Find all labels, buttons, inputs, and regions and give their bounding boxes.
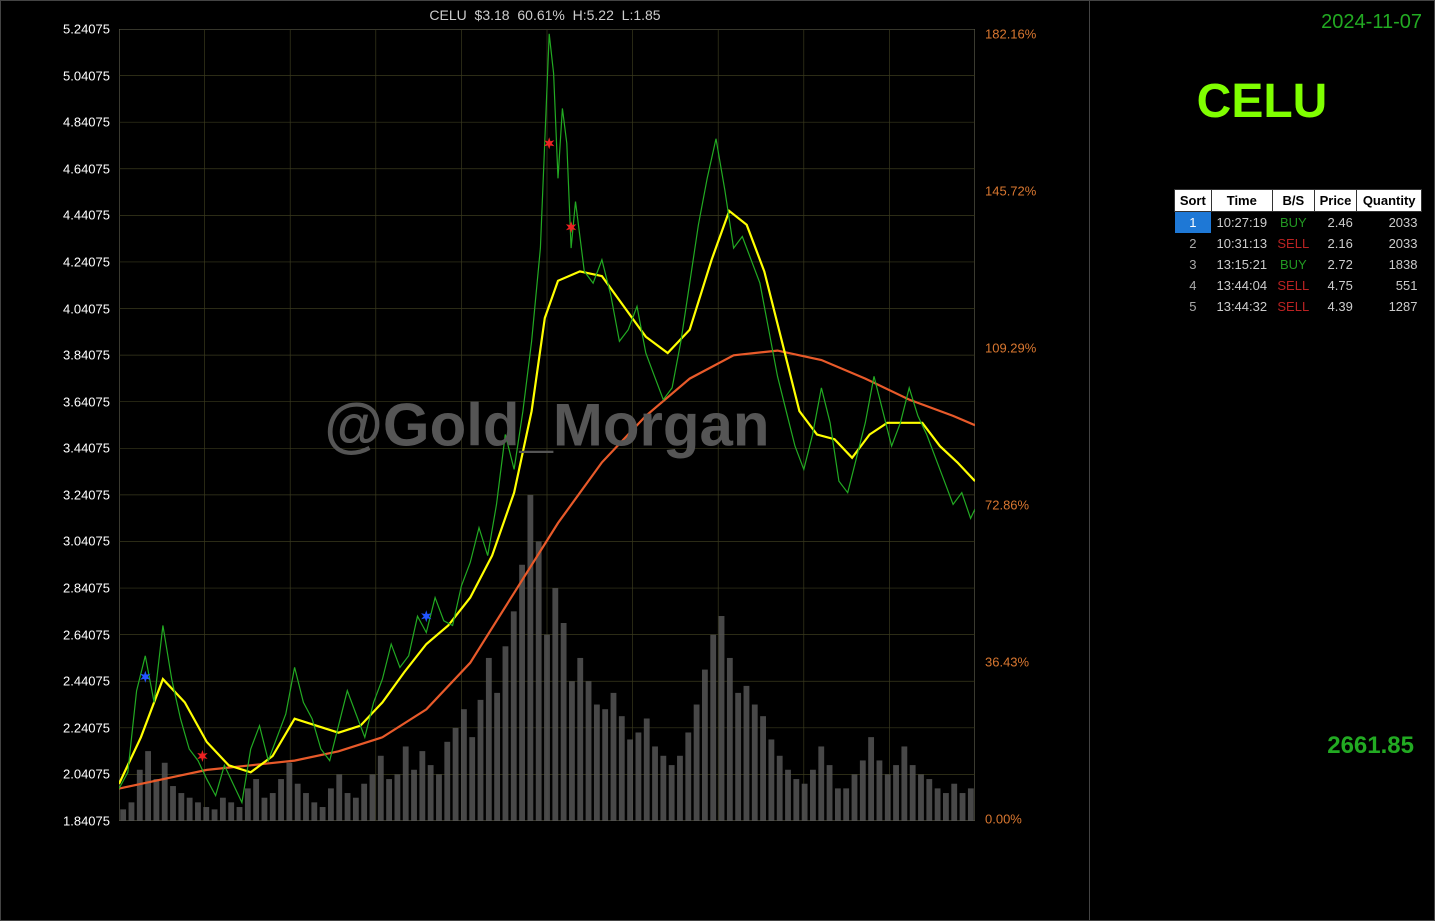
- y-tick-right: 0.00%: [985, 811, 1022, 826]
- table-header-row: Sort Time B/S Price Quantity: [1175, 190, 1422, 212]
- th-qty[interactable]: Quantity: [1357, 190, 1422, 212]
- y-tick-left: 3.84075: [63, 348, 110, 363]
- th-time[interactable]: Time: [1211, 190, 1272, 212]
- cell-bs: BUY: [1272, 254, 1314, 275]
- main-container: CELU $3.18 60.61% H:5.22 L:1.85 5.24075 5…: [0, 0, 1435, 921]
- y-tick-left: 5.24075: [63, 22, 110, 37]
- cell-bs: SELL: [1272, 233, 1314, 254]
- cell-price: 2.46: [1314, 212, 1357, 234]
- y-tick-right: 36.43%: [985, 655, 1029, 670]
- chart-panel: CELU $3.18 60.61% H:5.22 L:1.85 5.24075 5…: [0, 0, 1090, 921]
- trade-table: Sort Time B/S Price Quantity 110:27:19BU…: [1174, 189, 1422, 317]
- table-row[interactable]: 110:27:19BUY2.462033: [1175, 212, 1422, 234]
- title-pct: 60.61%: [517, 7, 564, 23]
- th-sort[interactable]: Sort: [1175, 190, 1212, 212]
- cell-price: 2.72: [1314, 254, 1357, 275]
- y-tick-left: 2.04075: [63, 767, 110, 782]
- th-price[interactable]: Price: [1314, 190, 1357, 212]
- cell-time: 13:44:32: [1211, 296, 1272, 317]
- y-tick-left: 4.84075: [63, 115, 110, 130]
- table-row[interactable]: 313:15:21BUY2.721838: [1175, 254, 1422, 275]
- table-row[interactable]: 210:31:13SELL2.162033: [1175, 233, 1422, 254]
- cell-time: 10:31:13: [1211, 233, 1272, 254]
- cell-qty: 2033: [1357, 212, 1422, 234]
- y-axis-right: 182.16%145.72%109.29%72.86%36.43%0.00%: [979, 29, 1087, 821]
- y-tick-left: 2.44075: [63, 674, 110, 689]
- y-tick-left: 3.24075: [63, 487, 110, 502]
- y-tick-left: 3.44075: [63, 441, 110, 456]
- side-date: 2024-11-07: [1102, 11, 1422, 34]
- y-tick-left: 4.24075: [63, 254, 110, 269]
- cell-sort: 2: [1175, 233, 1212, 254]
- y-tick-left: 2.24075: [63, 720, 110, 735]
- y-tick-right: 109.29%: [985, 341, 1036, 356]
- cell-qty: 551: [1357, 275, 1422, 296]
- y-tick-left: 1.84075: [63, 814, 110, 829]
- side-panel: 2024-11-07 CELU Sort Time B/S Price Quan…: [1090, 0, 1435, 921]
- title-ticker: CELU: [429, 7, 466, 23]
- side-value: 2661.85: [1327, 732, 1414, 760]
- y-tick-left: 3.64075: [63, 394, 110, 409]
- table-row[interactable]: 513:44:32SELL4.391287: [1175, 296, 1422, 317]
- side-ticker: CELU: [1102, 74, 1422, 129]
- y-axis-left: 5.240755.040754.840754.640754.440754.240…: [1, 29, 116, 821]
- cell-bs: SELL: [1272, 275, 1314, 296]
- cell-time: 13:44:04: [1211, 275, 1272, 296]
- cell-price: 2.16: [1314, 233, 1357, 254]
- chart-svg: [119, 29, 975, 821]
- title-price: $3.18: [475, 7, 510, 23]
- cell-sort: 3: [1175, 254, 1212, 275]
- cell-price: 4.75: [1314, 275, 1357, 296]
- y-tick-left: 5.04075: [63, 68, 110, 83]
- cell-sort: 5: [1175, 296, 1212, 317]
- cell-qty: 1287: [1357, 296, 1422, 317]
- cell-bs: SELL: [1272, 296, 1314, 317]
- cell-sort: 1: [1175, 212, 1212, 234]
- table-row[interactable]: 413:44:04SELL4.75551: [1175, 275, 1422, 296]
- y-tick-left: 3.04075: [63, 534, 110, 549]
- cell-qty: 2033: [1357, 233, 1422, 254]
- cell-time: 13:15:21: [1211, 254, 1272, 275]
- cell-bs: BUY: [1272, 212, 1314, 234]
- chart-title: CELU $3.18 60.61% H:5.22 L:1.85: [429, 7, 660, 23]
- y-tick-right: 182.16%: [985, 26, 1036, 41]
- cell-qty: 1838: [1357, 254, 1422, 275]
- y-tick-left: 2.64075: [63, 627, 110, 642]
- cell-sort: 4: [1175, 275, 1212, 296]
- th-bs[interactable]: B/S: [1272, 190, 1314, 212]
- title-high: H:5.22: [573, 7, 614, 23]
- y-tick-left: 4.04075: [63, 301, 110, 316]
- title-low: L:1.85: [622, 7, 661, 23]
- y-tick-left: 2.84075: [63, 581, 110, 596]
- cell-price: 4.39: [1314, 296, 1357, 317]
- y-tick-right: 145.72%: [985, 184, 1036, 199]
- chart-plot-area[interactable]: @Gold_Morgan: [119, 29, 975, 821]
- y-tick-left: 4.44075: [63, 208, 110, 223]
- y-tick-left: 4.64075: [63, 161, 110, 176]
- cell-time: 10:27:19: [1211, 212, 1272, 234]
- y-tick-right: 72.86%: [985, 498, 1029, 513]
